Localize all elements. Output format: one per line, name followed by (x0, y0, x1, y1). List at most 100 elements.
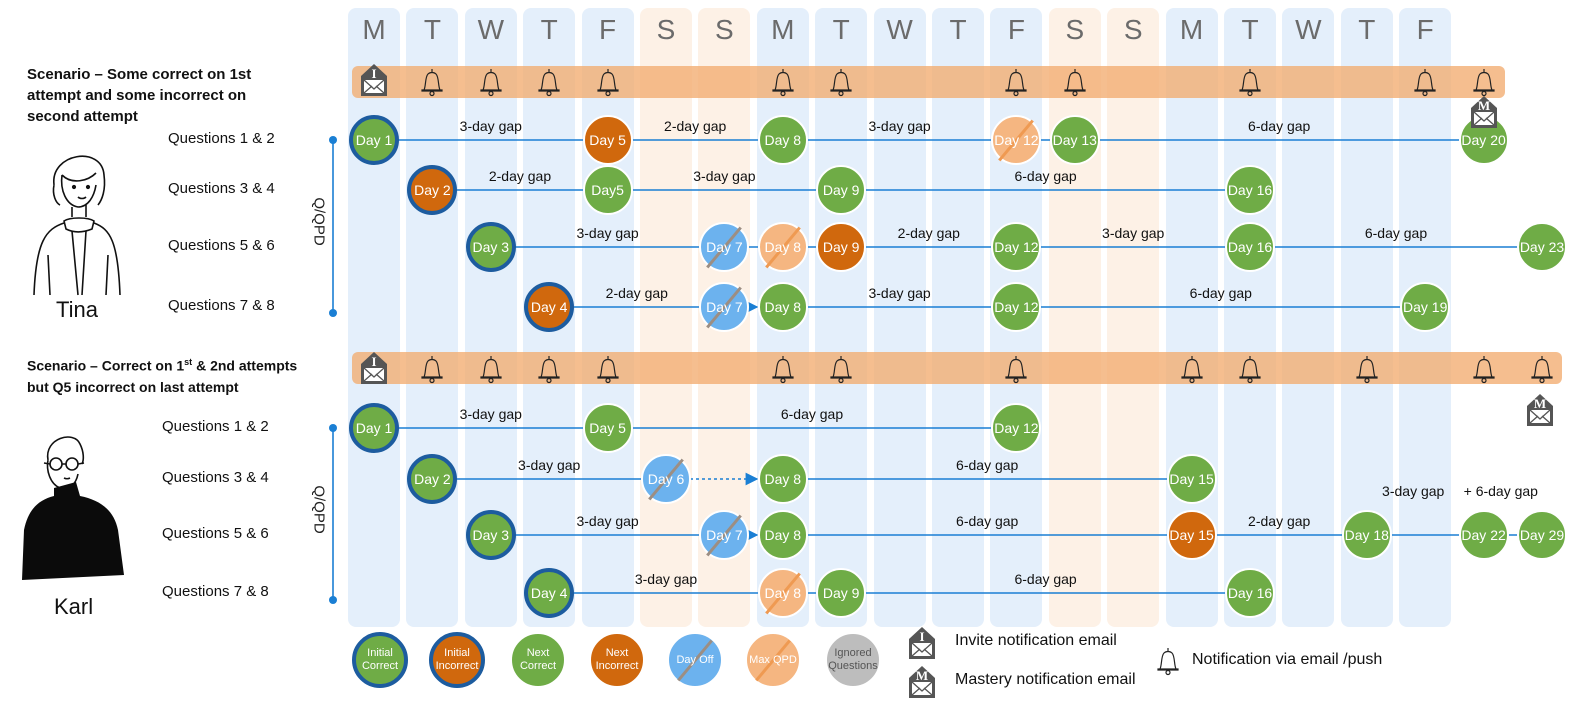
node-label: Next Incorrect (595, 647, 639, 672)
day-column (1282, 8, 1335, 627)
node-label: Day5 (591, 182, 624, 198)
day-node-nc: Day 8 (757, 282, 808, 332)
day-node-nc: Day 5 (582, 403, 633, 453)
bell-icon (536, 354, 562, 389)
day-column (1048, 8, 1101, 627)
node-label: Day 22 (1461, 527, 1506, 543)
node-label: Day 15 (1169, 527, 1214, 543)
bell-icon (1471, 67, 1497, 102)
svg-text:I: I (919, 629, 924, 644)
node-label: Day 12 (994, 299, 1039, 315)
day-node-nc: Day 8 (757, 115, 808, 165)
invite-email-icon: I (907, 625, 937, 666)
day-node-nc: Day 12 (991, 282, 1042, 332)
legend-invite-text: Invite notification email (955, 632, 1117, 649)
day-node-nc: Day 18 (1341, 510, 1392, 560)
node-label: Day 8 (764, 527, 802, 543)
bell-icon (1529, 354, 1555, 389)
day-node-ni: Day 15 (1166, 510, 1217, 560)
day-node-nc: Day 16 (1225, 568, 1275, 618)
node-label: Next Correct (519, 647, 557, 672)
day-node-nc: Day 16 (1225, 165, 1275, 215)
invite-email-icon: I (359, 350, 389, 391)
weekday-header: F (1007, 14, 1025, 45)
question-row-label: Questions 7 & 8 (168, 297, 275, 314)
question-row-label: Questions 3 & 4 (168, 180, 275, 197)
tina-notification-band (352, 66, 1505, 98)
node-label: Day 13 (1052, 132, 1097, 148)
node-label: Day 19 (1403, 299, 1448, 315)
node-label: Day 15 (1169, 471, 1214, 487)
node-label: Day 23 (1519, 239, 1565, 255)
tina-scenario-title: Scenario – Some correct on 1st attempt a… (27, 64, 251, 127)
weekday-header: T (540, 14, 558, 45)
bell-icon (828, 354, 854, 389)
gap-label: 3-day gap (1382, 483, 1445, 499)
node-label: Day 7 (706, 239, 743, 255)
node-label: Day 7 (706, 527, 743, 543)
axis-endpoint (329, 136, 337, 144)
legend-off: Day Off (667, 632, 723, 688)
mastery-email-icon: M (1525, 392, 1555, 433)
bell-icon (1237, 67, 1263, 102)
legend-nc: Next Correct (510, 632, 566, 688)
svg-text:I: I (371, 354, 376, 369)
node-label: Day 1 (355, 420, 393, 436)
bell-icon (1471, 354, 1497, 389)
question-row-label: Questions 1 & 2 (162, 418, 269, 435)
weekday-header: T (1241, 14, 1259, 45)
node-label: Day 16 (1227, 585, 1273, 601)
day-node-max: Day 8 (757, 568, 808, 618)
node-label: Day 4 (530, 585, 568, 601)
bell-icon (419, 354, 445, 389)
scenario-text: & 2nd attempts (192, 357, 298, 374)
node-label: Day 6 (647, 471, 685, 487)
mastery-email-icon: M (1469, 94, 1499, 135)
gap-label: 6-day gap (956, 513, 1019, 529)
node-label: Day 29 (1519, 527, 1565, 543)
gap-label: 6-day gap (1014, 168, 1077, 184)
node-label: Initial Correct (361, 647, 399, 672)
weekday-header: F (1416, 14, 1434, 45)
bell-icon (1354, 354, 1380, 389)
gap-label: 6-day gap (1014, 571, 1077, 587)
node-label: Day 3 (472, 527, 510, 543)
day-node-nc: Day 16 (1225, 222, 1275, 272)
scenario-line: but Q5 incorrect on last attempt (27, 378, 239, 395)
bell-icon (1003, 67, 1029, 102)
svg-text:M: M (1534, 396, 1546, 411)
day-node-nc: Day5 (582, 165, 633, 215)
day-node-nc: Day 9 (816, 165, 867, 215)
scenario-line: attempt and some incorrect on (27, 87, 247, 104)
node-label: Day 9 (822, 239, 860, 255)
day-column (1224, 8, 1276, 627)
person-name: Karl (54, 594, 94, 619)
day-node-off: Day 6 (641, 454, 691, 504)
day-node-off: Day 7 (699, 222, 750, 272)
weekday-header: S (715, 14, 734, 45)
day-node-ic: Day 4 (524, 568, 575, 618)
node-label: Day 8 (764, 299, 802, 315)
day-node-nc: Day 8 (757, 510, 808, 560)
day-node-ic: Day 3 (465, 510, 516, 560)
node-label: Day 8 (764, 132, 802, 148)
question-row-label: Questions 5 & 6 (168, 237, 275, 254)
bell-icon (770, 354, 796, 389)
day-column (348, 8, 400, 627)
tina-avatar (33, 155, 121, 296)
day-node-ic: Day 1 (349, 403, 399, 453)
gap-label: 3-day gap (868, 118, 931, 134)
weekday-header: S (1065, 14, 1085, 45)
day-node-ni: Day 5 (582, 115, 633, 165)
bell-icon (1003, 354, 1029, 389)
day-node-max: Day 12 (991, 115, 1042, 165)
weekday-header: T (949, 14, 967, 45)
bell-icon (478, 354, 504, 389)
scenario-text: Scenario – Correct on 1 (27, 357, 185, 374)
legend-ni: Next Incorrect (589, 632, 645, 688)
node-label: Day 7 (706, 299, 743, 315)
bell-icon (1412, 67, 1438, 102)
day-column (815, 8, 868, 627)
weekday-header: T (423, 14, 441, 45)
